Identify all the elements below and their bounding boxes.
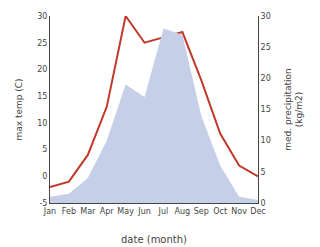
svg-text:0: 0 (261, 199, 266, 208)
svg-text:20: 20 (37, 65, 47, 74)
svg-text:5: 5 (261, 168, 266, 177)
svg-text:30: 30 (37, 12, 47, 21)
svg-text:Aug: Aug (175, 207, 191, 216)
svg-text:5: 5 (42, 145, 47, 154)
svg-text:10: 10 (261, 136, 271, 145)
svg-text:Dec: Dec (250, 207, 265, 216)
svg-text:Feb: Feb (62, 207, 76, 216)
svg-text:Jan: Jan (43, 207, 56, 216)
svg-text:-5: -5 (39, 199, 47, 208)
svg-text:Apr: Apr (100, 207, 115, 216)
svg-text:10: 10 (37, 119, 47, 128)
svg-text:Sep: Sep (194, 207, 209, 216)
svg-text:Mar: Mar (80, 207, 96, 216)
svg-text:date (month): date (month) (121, 234, 187, 245)
svg-text:med. precipitation(kg/m2): med. precipitation(kg/m2) (283, 68, 305, 150)
svg-text:Oct: Oct (213, 207, 227, 216)
svg-text:Nov: Nov (231, 207, 247, 216)
svg-text:Jul: Jul (158, 207, 169, 216)
svg-text:25: 25 (37, 39, 47, 48)
svg-text:Jun: Jun (137, 207, 151, 216)
svg-text:max temp (C): max temp (C) (14, 78, 24, 140)
svg-text:25: 25 (261, 43, 271, 52)
svg-text:May: May (117, 207, 134, 216)
svg-text:30: 30 (261, 12, 271, 21)
svg-text:15: 15 (37, 92, 47, 101)
svg-text:20: 20 (261, 74, 271, 83)
svg-text:0: 0 (42, 172, 47, 181)
svg-text:15: 15 (261, 105, 271, 114)
